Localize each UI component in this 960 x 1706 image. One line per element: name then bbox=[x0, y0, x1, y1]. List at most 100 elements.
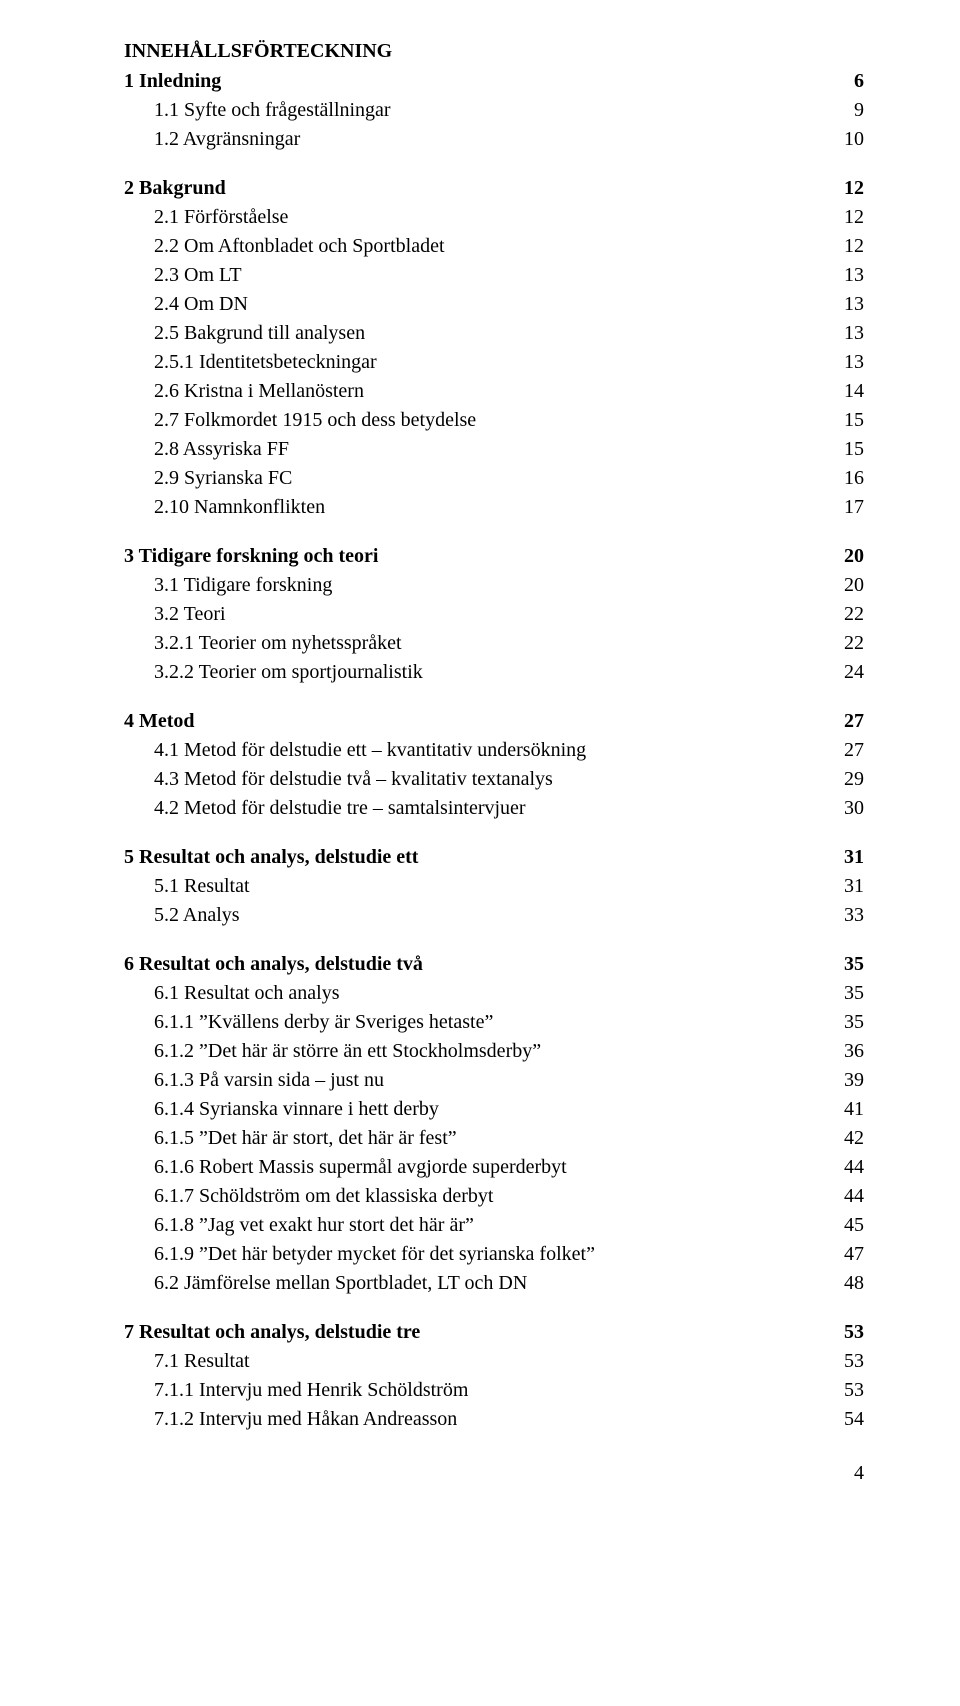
toc-entry-label: 4.3 Metod för delstudie två – kvalitativ… bbox=[124, 765, 553, 794]
toc-entry-label: 6.2 Jämförelse mellan Sportbladet, LT oc… bbox=[124, 1269, 527, 1298]
toc-row: 6 Resultat och analys, delstudie två35 bbox=[124, 950, 864, 979]
toc-row: 2.4 Om DN 13 bbox=[124, 290, 864, 319]
toc-entry-label: 2 Bakgrund bbox=[124, 174, 226, 203]
toc-entry-page: 41 bbox=[828, 1095, 864, 1124]
toc-row: 2.2 Om Aftonbladet och Sportbladet12 bbox=[124, 232, 864, 261]
toc-entry-label: 3 Tidigare forskning och teori bbox=[124, 542, 378, 571]
page-number-footer: 4 bbox=[124, 1462, 864, 1485]
toc-row: 6.1.7 Schöldström om det klassiska derby… bbox=[124, 1182, 864, 1211]
toc-entry-label: 2.5.1 Identitetsbeteckningar bbox=[124, 348, 377, 377]
toc-title: INNEHÅLLSFÖRTECKNING bbox=[124, 40, 864, 63]
toc-entry-page: 20 bbox=[828, 571, 864, 600]
toc-row: 2.1 Förförståelse 12 bbox=[124, 203, 864, 232]
toc-row: 6.1.1 ”Kvällens derby är Sveriges hetast… bbox=[124, 1008, 864, 1037]
toc-entry-page: 53 bbox=[828, 1376, 864, 1405]
toc-entry-page: 20 bbox=[828, 542, 864, 571]
toc-entry-page: 24 bbox=[828, 658, 864, 687]
toc-row: 6.1 Resultat och analys35 bbox=[124, 979, 864, 1008]
toc-entry-label: 2.1 Förförståelse bbox=[124, 203, 288, 232]
toc-entry-page: 16 bbox=[828, 464, 864, 493]
toc-row: 4.2 Metod för delstudie tre – samtalsint… bbox=[124, 794, 864, 823]
toc-entry-page: 17 bbox=[828, 493, 864, 522]
toc-entry-label: 3.2 Teori bbox=[124, 600, 226, 629]
toc-entry-page: 53 bbox=[828, 1318, 864, 1347]
toc-row: 3.2.1 Teorier om nyhetsspråket22 bbox=[124, 629, 864, 658]
toc-row: 6.1.6 Robert Massis supermål avgjorde su… bbox=[124, 1153, 864, 1182]
toc-entry-page: 6 bbox=[838, 67, 864, 96]
toc-entry-label: 6.1.6 Robert Massis supermål avgjorde su… bbox=[124, 1153, 567, 1182]
toc-entry-label: 2.8 Assyriska FF bbox=[124, 435, 289, 464]
toc-entry-label: 6.1.3 På varsin sida – just nu bbox=[124, 1066, 384, 1095]
toc-entry-label: 6.1.4 Syrianska vinnare i hett derby bbox=[124, 1095, 439, 1124]
toc-entry-page: 31 bbox=[828, 843, 864, 872]
toc-row: 1.1 Syfte och frågeställningar 9 bbox=[124, 96, 864, 125]
toc-row: 5.2 Analys33 bbox=[124, 901, 864, 930]
toc-entry-label: 1.1 Syfte och frågeställningar bbox=[124, 96, 391, 125]
toc-row: 6.1.2 ”Det här är större än ett Stockhol… bbox=[124, 1037, 864, 1066]
toc-entry-page: 35 bbox=[828, 1008, 864, 1037]
toc-entry-page: 13 bbox=[828, 319, 864, 348]
toc-row: 6.2 Jämförelse mellan Sportbladet, LT oc… bbox=[124, 1269, 864, 1298]
toc-entry-label: 4.2 Metod för delstudie tre – samtalsint… bbox=[124, 794, 526, 823]
toc-entry-page: 13 bbox=[828, 290, 864, 319]
toc-row: 2 Bakgrund12 bbox=[124, 174, 864, 203]
toc-entry-page: 27 bbox=[828, 707, 864, 736]
toc-row: 4.3 Metod för delstudie två – kvalitativ… bbox=[124, 765, 864, 794]
toc-list: 1 Inledning61.1 Syfte och frågeställning… bbox=[124, 67, 864, 1434]
toc-entry-page: 12 bbox=[828, 203, 864, 232]
toc-row: 6.1.5 ”Det här är stort, det här är fest… bbox=[124, 1124, 864, 1153]
toc-entry-page: 14 bbox=[828, 377, 864, 406]
toc-entry-page: 39 bbox=[828, 1066, 864, 1095]
toc-entry-page: 35 bbox=[828, 950, 864, 979]
toc-entry-label: 2.9 Syrianska FC bbox=[124, 464, 292, 493]
toc-row: 2.5 Bakgrund till analysen13 bbox=[124, 319, 864, 348]
toc-row: 6.1.9 ”Det här betyder mycket för det sy… bbox=[124, 1240, 864, 1269]
toc-row: 2.5.1 Identitetsbeteckningar13 bbox=[124, 348, 864, 377]
toc-entry-page: 22 bbox=[828, 629, 864, 658]
toc-entry-page: 44 bbox=[828, 1153, 864, 1182]
toc-entry-page: 44 bbox=[828, 1182, 864, 1211]
toc-row: 3.2 Teori22 bbox=[124, 600, 864, 629]
toc-entry-page: 42 bbox=[828, 1124, 864, 1153]
toc-gap bbox=[124, 1298, 864, 1318]
toc-row: 4 Metod 27 bbox=[124, 707, 864, 736]
toc-entry-page: 35 bbox=[828, 979, 864, 1008]
toc-entry-page: 48 bbox=[828, 1269, 864, 1298]
toc-row: 6.1.4 Syrianska vinnare i hett derby 41 bbox=[124, 1095, 864, 1124]
toc-entry-label: 6.1.8 ”Jag vet exakt hur stort det här ä… bbox=[124, 1211, 474, 1240]
toc-row: 1 Inledning6 bbox=[124, 67, 864, 96]
toc-row: 7.1.2 Intervju med Håkan Andreasson54 bbox=[124, 1405, 864, 1434]
toc-entry-label: 2.3 Om LT bbox=[124, 261, 242, 290]
toc-entry-page: 12 bbox=[828, 232, 864, 261]
toc-entry-label: 2.4 Om DN bbox=[124, 290, 248, 319]
toc-gap bbox=[124, 522, 864, 542]
toc-row: 3 Tidigare forskning och teori 20 bbox=[124, 542, 864, 571]
toc-page: INNEHÅLLSFÖRTECKNING 1 Inledning61.1 Syf… bbox=[0, 0, 960, 1525]
toc-row: 6.1.8 ”Jag vet exakt hur stort det här ä… bbox=[124, 1211, 864, 1240]
toc-row: 2.6 Kristna i Mellanöstern14 bbox=[124, 377, 864, 406]
toc-row: 2.9 Syrianska FC 16 bbox=[124, 464, 864, 493]
toc-entry-page: 10 bbox=[828, 125, 864, 154]
toc-gap bbox=[124, 930, 864, 950]
toc-row: 7.1 Resultat53 bbox=[124, 1347, 864, 1376]
toc-entry-label: 7.1.2 Intervju med Håkan Andreasson bbox=[124, 1405, 457, 1434]
toc-entry-label: 2.7 Folkmordet 1915 och dess betydelse bbox=[124, 406, 476, 435]
toc-entry-page: 27 bbox=[828, 736, 864, 765]
toc-entry-page: 45 bbox=[828, 1211, 864, 1240]
toc-entry-page: 47 bbox=[828, 1240, 864, 1269]
toc-entry-label: 4.1 Metod för delstudie ett – kvantitati… bbox=[124, 736, 586, 765]
toc-entry-label: 5 Resultat och analys, delstudie ett bbox=[124, 843, 418, 872]
toc-entry-label: 7.1 Resultat bbox=[124, 1347, 250, 1376]
toc-entry-label: 6.1.2 ”Det här är större än ett Stockhol… bbox=[124, 1037, 541, 1066]
toc-row: 2.10 Namnkonflikten 17 bbox=[124, 493, 864, 522]
toc-row: 3.1 Tidigare forskning20 bbox=[124, 571, 864, 600]
toc-row: 2.3 Om LT13 bbox=[124, 261, 864, 290]
toc-entry-page: 9 bbox=[838, 96, 864, 125]
toc-entry-page: 33 bbox=[828, 901, 864, 930]
toc-entry-label: 4 Metod bbox=[124, 707, 195, 736]
toc-row: 2.8 Assyriska FF 15 bbox=[124, 435, 864, 464]
toc-row: 7.1.1 Intervju med Henrik Schöldström53 bbox=[124, 1376, 864, 1405]
toc-entry-label: 2.10 Namnkonflikten bbox=[124, 493, 325, 522]
toc-entry-page: 15 bbox=[828, 435, 864, 464]
toc-row: 5 Resultat och analys, delstudie ett 31 bbox=[124, 843, 864, 872]
